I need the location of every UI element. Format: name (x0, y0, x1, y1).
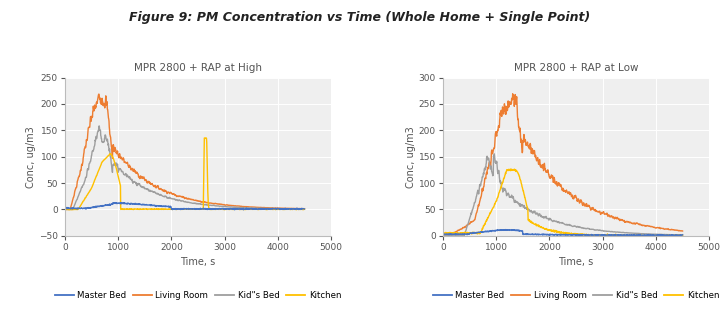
Text: Figure 9: PM Concentration vs Time (Whole Home + Single Point): Figure 9: PM Concentration vs Time (Whol… (130, 11, 590, 24)
Title: MPR 2800 + RAP at High: MPR 2800 + RAP at High (134, 63, 262, 73)
Legend: Master Bed, Living Room, Kid"s Bed, Kitchen: Master Bed, Living Room, Kid"s Bed, Kitc… (51, 287, 345, 304)
Title: MPR 2800 + RAP at Low: MPR 2800 + RAP at Low (514, 63, 639, 73)
Y-axis label: Conc, ug/m3: Conc, ug/m3 (26, 126, 36, 188)
X-axis label: Time, s: Time, s (559, 257, 594, 267)
Legend: Master Bed, Living Room, Kid"s Bed, Kitchen: Master Bed, Living Room, Kid"s Bed, Kitc… (429, 287, 720, 304)
X-axis label: Time, s: Time, s (180, 257, 215, 267)
Y-axis label: Conc, ug/m3: Conc, ug/m3 (406, 126, 416, 188)
